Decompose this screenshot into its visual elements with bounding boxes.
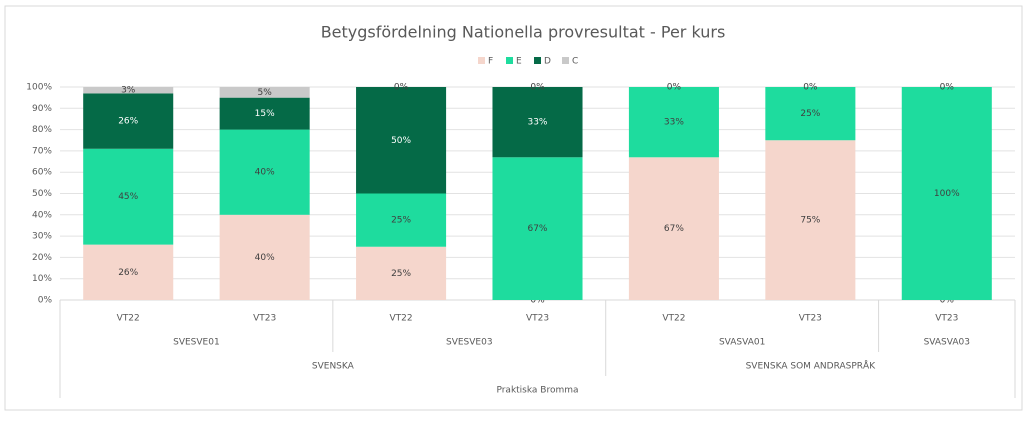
x-root-label: Praktiska Bromma	[496, 386, 578, 396]
bar-segment	[219, 97, 310, 130]
bar-segment	[492, 157, 583, 300]
legend-label: E	[516, 57, 522, 67]
x-tick-label: VT22	[662, 314, 685, 324]
legend-label: F	[488, 57, 493, 67]
x-tick-label: VT22	[390, 314, 413, 324]
data-label: 25%	[800, 109, 820, 119]
y-tick-label: 20%	[32, 253, 52, 263]
legend-swatch	[506, 57, 513, 64]
data-label: 0%	[530, 296, 545, 306]
y-tick-label: 30%	[32, 232, 52, 242]
data-label: 67%	[664, 224, 684, 234]
data-label: 33%	[527, 118, 547, 128]
data-label: 3%	[121, 86, 136, 96]
bar-segment	[901, 87, 992, 300]
data-label: 0%	[940, 296, 955, 306]
x-tick-label: VT23	[253, 314, 276, 324]
data-label: 0%	[394, 83, 409, 93]
data-label: 0%	[530, 83, 545, 93]
data-label: 50%	[391, 136, 411, 146]
bar-segment	[356, 87, 447, 194]
y-tick-label: 40%	[32, 210, 52, 220]
data-label: 25%	[391, 269, 411, 279]
legend-label: D	[544, 57, 551, 67]
data-label: 67%	[527, 224, 547, 234]
x-group-label: SVASVA03	[924, 338, 970, 348]
y-tick-label: 100%	[26, 83, 52, 93]
data-label: 33%	[664, 118, 684, 128]
data-label: 5%	[258, 88, 273, 98]
x-group-label: SVESVE01	[173, 338, 220, 348]
y-tick-label: 0%	[38, 296, 53, 306]
bar-segment	[765, 87, 856, 141]
data-label: 45%	[118, 192, 138, 202]
legend-swatch	[478, 57, 485, 64]
data-label: 0%	[667, 83, 682, 93]
data-label: 0%	[940, 83, 955, 93]
bar-segment	[492, 87, 583, 158]
x-group-label: SVENSKA	[312, 362, 355, 372]
data-label: 75%	[800, 216, 820, 226]
bar-segment	[83, 93, 174, 149]
data-label: 25%	[391, 216, 411, 226]
bar-segment	[628, 157, 719, 300]
y-tick-label: 10%	[32, 274, 52, 284]
bar-segment	[356, 246, 447, 300]
y-tick-label: 60%	[32, 168, 52, 178]
x-group-label: SVESVE03	[446, 338, 493, 348]
x-tick-label: VT23	[799, 314, 822, 324]
bar-segment	[83, 244, 174, 300]
y-tick-label: 80%	[32, 125, 52, 135]
y-tick-label: 90%	[32, 104, 52, 114]
bar-segment	[628, 87, 719, 158]
data-label: 26%	[118, 268, 138, 278]
x-tick-label: VT23	[935, 314, 958, 324]
bar-segment	[219, 214, 310, 300]
data-label: 40%	[255, 168, 275, 178]
y-tick-label: 50%	[32, 189, 52, 199]
legend-swatch	[562, 57, 569, 64]
chart-title: Betygsfördelning Nationella provresultat…	[321, 23, 726, 42]
bar-segment	[765, 140, 856, 300]
data-label: 100%	[934, 189, 960, 199]
legend-label: C	[572, 57, 578, 67]
data-label: 15%	[255, 109, 275, 119]
y-tick-label: 70%	[32, 146, 52, 156]
legend-swatch	[534, 57, 541, 64]
data-label: 26%	[118, 117, 138, 127]
bar-segment	[219, 87, 310, 98]
bar-segment	[356, 193, 447, 247]
bar-segment	[83, 87, 174, 94]
bar-segment	[83, 148, 174, 245]
data-label: 0%	[803, 83, 818, 93]
x-group-label: SVASVA01	[719, 338, 765, 348]
x-tick-label: VT23	[526, 314, 549, 324]
x-tick-label: VT22	[117, 314, 140, 324]
data-label: 40%	[255, 253, 275, 263]
bar-segment	[219, 129, 310, 215]
x-group-label: SVENSKA SOM ANDRASPRÅK	[746, 360, 877, 372]
